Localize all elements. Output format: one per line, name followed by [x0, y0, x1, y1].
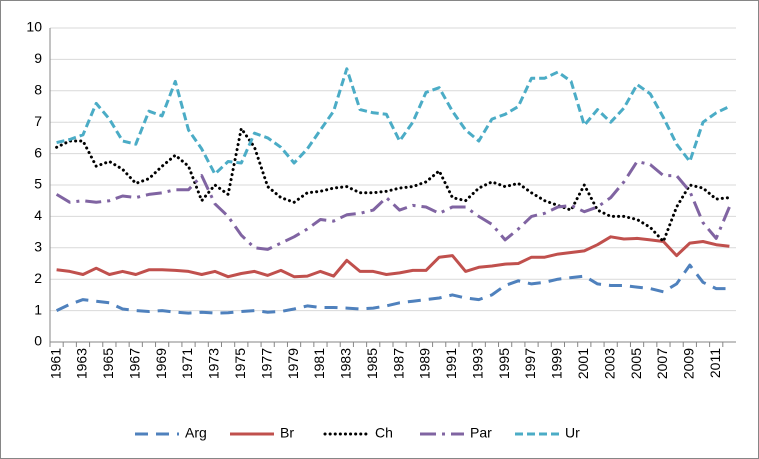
series-line	[55, 263, 730, 315]
legend-label: Ch	[375, 425, 393, 441]
y-tick-label: 6	[34, 144, 42, 160]
x-tick-label: 1993	[469, 348, 485, 379]
x-tick-label: 1979	[285, 348, 301, 379]
x-tick-label: 2003	[601, 348, 617, 379]
x-tick-label: 2009	[681, 348, 697, 379]
series-line	[56, 67, 731, 176]
y-tick-label: 10	[26, 19, 42, 35]
x-tick-label: 1983	[338, 348, 354, 379]
x-tick-label: 2005	[628, 348, 644, 379]
x-tick-label: 1961	[47, 348, 63, 379]
x-tick-label: 1963	[74, 348, 90, 379]
legend-label: Par	[470, 425, 492, 441]
x-tick-label: 1985	[364, 348, 380, 379]
x-tick-label: 2001	[575, 348, 591, 379]
x-tick-label: 1987	[390, 348, 406, 379]
x-tick-label: 1967	[126, 348, 142, 379]
x-tick-label: 1975	[232, 348, 248, 379]
x-tick-label: 1969	[153, 348, 169, 379]
y-tick-label: 4	[34, 207, 42, 223]
x-tick-label: 1977	[258, 348, 274, 379]
x-tick-label: 1973	[206, 348, 222, 379]
x-tick-label: 1999	[549, 348, 565, 379]
y-tick-label: 8	[34, 82, 42, 98]
series-line	[55, 127, 731, 243]
x-tick-label: 2011	[707, 348, 723, 378]
legend-label: Ur	[565, 425, 580, 441]
x-tick-label: 1981	[311, 348, 327, 379]
x-tick-label: 2007	[654, 348, 670, 379]
legend-label: Br	[280, 425, 294, 441]
legend-label: Arg	[185, 425, 207, 441]
y-tick-label: 9	[34, 50, 42, 66]
y-tick-label: 3	[34, 239, 42, 255]
x-tick-label: 1995	[496, 348, 512, 379]
x-tick-label: 1991	[443, 348, 459, 379]
x-tick-label: 1965	[100, 348, 116, 379]
series-line	[55, 160, 731, 251]
y-tick-label: 2	[34, 270, 42, 286]
y-tick-label: 7	[34, 113, 42, 129]
x-tick-label: 1989	[417, 348, 433, 379]
x-tick-label: 1971	[179, 348, 195, 379]
y-tick-label: 0	[34, 333, 42, 349]
y-tick-label: 1	[34, 301, 42, 317]
y-tick-label: 5	[34, 176, 42, 192]
x-tick-label: 1997	[522, 348, 538, 379]
series-line	[56, 235, 730, 279]
